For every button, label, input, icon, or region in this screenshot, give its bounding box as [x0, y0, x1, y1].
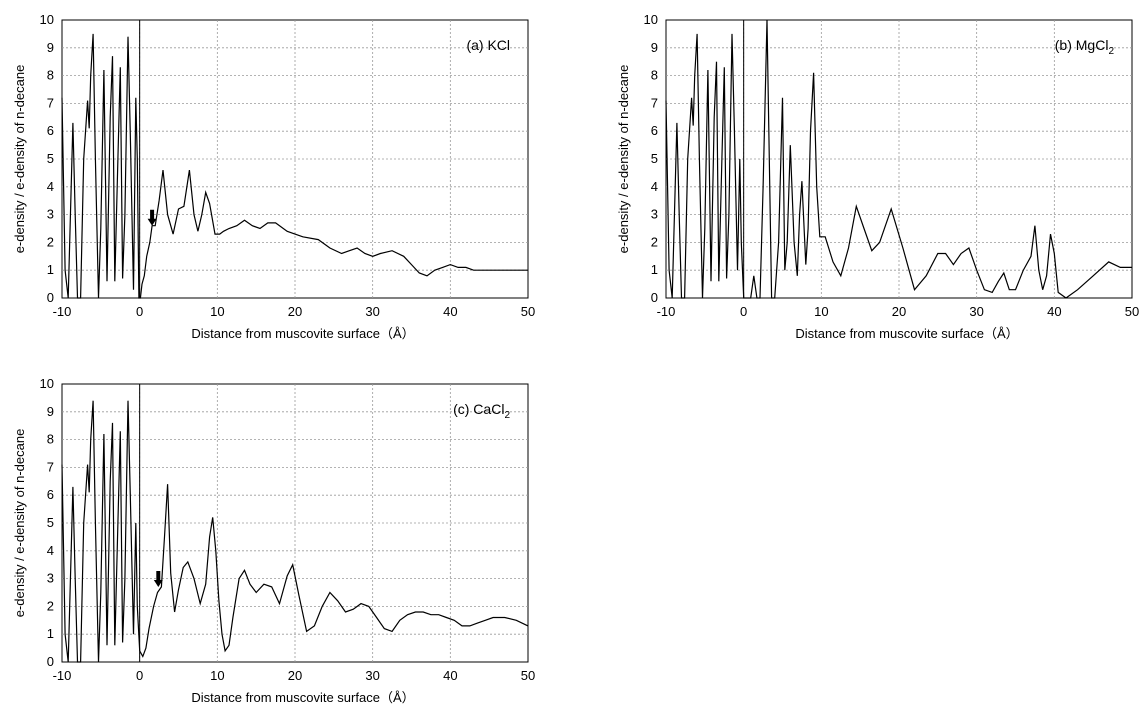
- y-tick-label: 0: [47, 654, 54, 669]
- arrow-marker: [153, 570, 163, 587]
- x-tick-label: 20: [892, 304, 906, 319]
- y-tick-label: 4: [47, 543, 54, 558]
- x-tick-label: 50: [521, 668, 535, 683]
- y-tick-label: 7: [47, 95, 54, 110]
- y-tick-label: 9: [651, 40, 658, 55]
- x-axis-label: Distance from muscovite surface（Å）: [191, 326, 414, 341]
- y-tick-label: 3: [47, 207, 54, 222]
- panel-label: (c) CaCl2: [453, 401, 510, 421]
- x-tick-label: 40: [443, 668, 457, 683]
- y-axis-label: e-density / e-density of n-decane: [12, 429, 27, 618]
- y-tick-label: 10: [40, 376, 54, 391]
- y-tick-label: 10: [644, 12, 658, 27]
- y-tick-label: 5: [651, 151, 658, 166]
- x-tick-label: 10: [814, 304, 828, 319]
- grid: [666, 20, 1132, 298]
- x-tick-label: 0: [136, 304, 143, 319]
- panel-label: (b) MgCl2: [1055, 37, 1115, 57]
- y-tick-label: 8: [47, 68, 54, 83]
- y-tick-label: 7: [651, 95, 658, 110]
- y-tick-label: 9: [47, 404, 54, 419]
- x-tick-label: -10: [657, 304, 676, 319]
- grid: [62, 384, 528, 662]
- y-tick-label: 8: [651, 68, 658, 83]
- arrow-annotation: [147, 209, 157, 226]
- y-tick-label: 2: [47, 598, 54, 613]
- x-axis-label: Distance from muscovite surface（Å）: [191, 690, 414, 705]
- y-tick-label: 2: [651, 234, 658, 249]
- x-tick-label: 0: [136, 668, 143, 683]
- x-tick-label: 30: [969, 304, 983, 319]
- y-tick-label: 7: [47, 459, 54, 474]
- y-tick-label: 1: [47, 262, 54, 277]
- y-tick-label: 5: [47, 151, 54, 166]
- x-tick-label: 30: [365, 304, 379, 319]
- y-tick-label: 1: [651, 262, 658, 277]
- y-tick-label: 10: [40, 12, 54, 27]
- y-tick-label: 0: [651, 290, 658, 305]
- y-tick-label: 4: [651, 179, 658, 194]
- arrow-marker: [147, 209, 157, 226]
- y-tick-label: 5: [47, 515, 54, 530]
- y-tick-label: 3: [651, 207, 658, 222]
- x-tick-label: 40: [443, 304, 457, 319]
- x-tick-label: 20: [288, 304, 302, 319]
- y-tick-label: 9: [47, 40, 54, 55]
- x-tick-label: 40: [1047, 304, 1061, 319]
- y-tick-label: 4: [47, 179, 54, 194]
- grid: [62, 20, 528, 298]
- y-tick-label: 2: [47, 234, 54, 249]
- series-line: [61, 400, 529, 663]
- series-line: [61, 33, 528, 299]
- y-axis-label: e-density / e-density of n-decane: [12, 65, 27, 254]
- x-tick-label: -10: [53, 304, 72, 319]
- y-tick-label: 6: [47, 123, 54, 138]
- y-tick-label: 8: [47, 432, 54, 447]
- x-tick-label: 0: [740, 304, 747, 319]
- y-tick-label: 3: [47, 571, 54, 586]
- x-tick-label: 30: [365, 668, 379, 683]
- y-tick-label: 6: [47, 487, 54, 502]
- x-tick-label: 10: [210, 668, 224, 683]
- x-tick-label: 20: [288, 668, 302, 683]
- x-tick-label: 50: [1125, 304, 1139, 319]
- panel-label: (a) KCl: [466, 37, 510, 53]
- y-axis-label: e-density / e-density of n-decane: [616, 65, 631, 254]
- x-tick-label: 10: [210, 304, 224, 319]
- x-tick-label: 50: [521, 304, 535, 319]
- x-tick-label: -10: [53, 668, 72, 683]
- y-tick-label: 0: [47, 290, 54, 305]
- series-line: [665, 19, 1132, 299]
- arrow-annotation: [153, 570, 163, 587]
- y-tick-label: 1: [47, 626, 54, 641]
- x-axis-label: Distance from muscovite surface（Å）: [795, 326, 1018, 341]
- y-tick-label: 6: [651, 123, 658, 138]
